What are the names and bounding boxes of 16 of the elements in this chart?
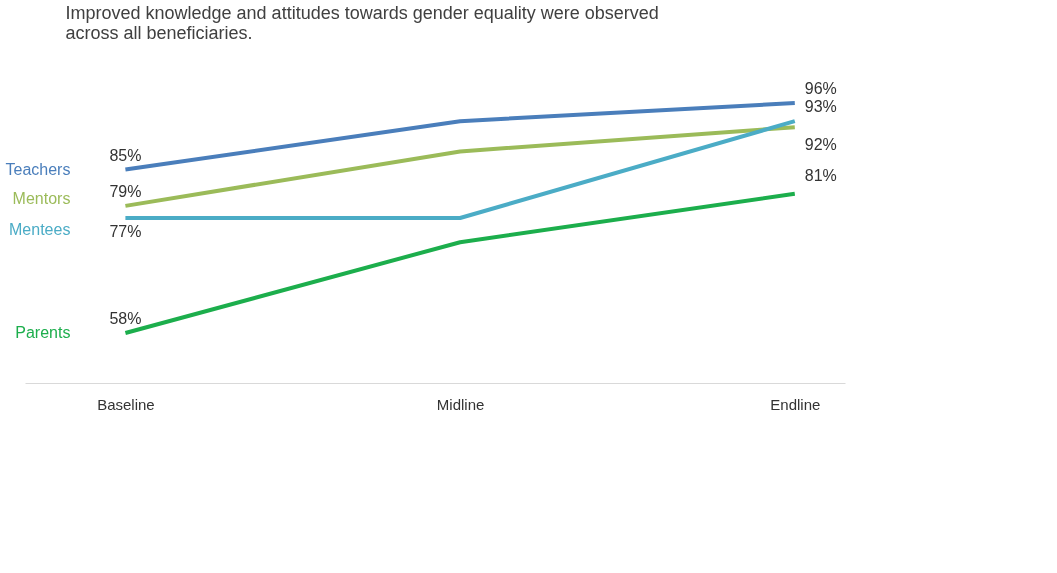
text: Mentors bbox=[12, 189, 71, 207]
data-label: 79% bbox=[109, 182, 142, 200]
text: Parents bbox=[15, 324, 71, 341]
x-tick-label: Midline bbox=[436, 395, 485, 413]
text: Teachers bbox=[5, 160, 71, 178]
chart-title: Improved knowledge and attitudes towards gender equality were observed across all beneficiaries. bbox=[65, 3, 659, 43]
text: Mentees bbox=[9, 221, 71, 238]
data-label: 92% bbox=[804, 136, 837, 154]
data-label: 81% bbox=[804, 166, 837, 184]
data-label: 96% bbox=[804, 80, 837, 97]
data-label: 77% bbox=[109, 223, 142, 240]
data-label: 85% bbox=[109, 146, 142, 164]
data-label: 93% bbox=[804, 98, 837, 116]
x-tick-label: Baseline bbox=[97, 395, 155, 413]
data-label: 58% bbox=[109, 310, 142, 327]
x-tick-label: Endline bbox=[770, 395, 821, 413]
